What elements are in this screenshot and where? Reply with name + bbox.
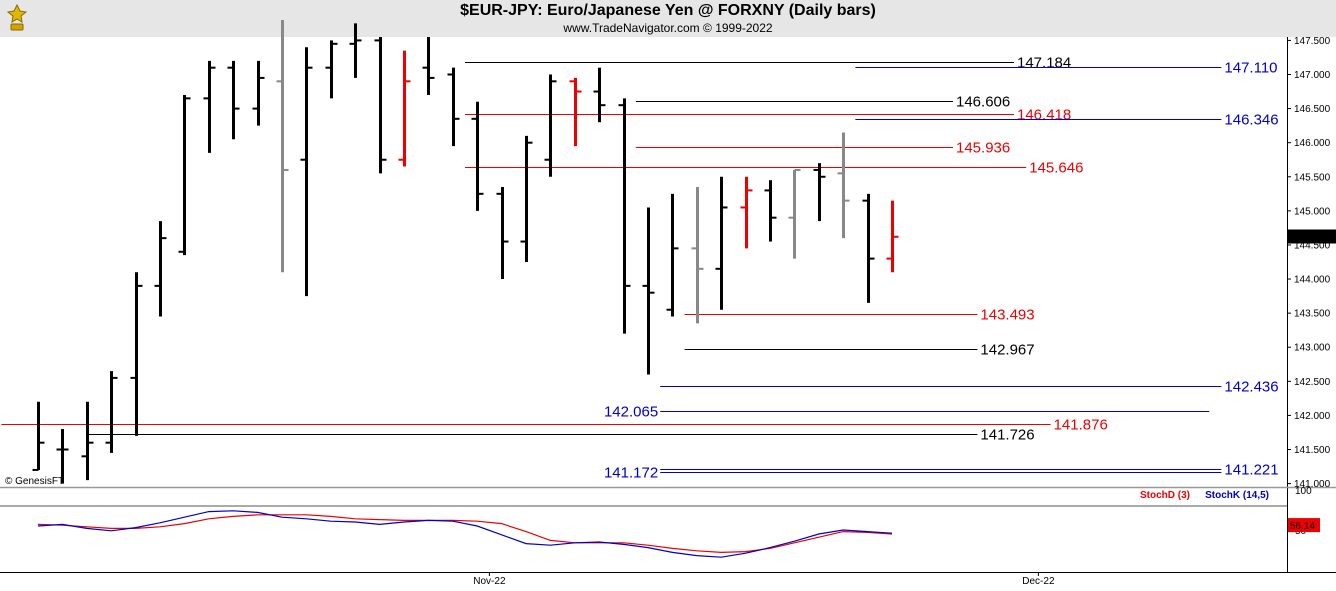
y-tick-label: 141.500: [1294, 445, 1331, 456]
level-label: 141.726: [980, 427, 1034, 444]
ohlc-bar: [813, 163, 826, 222]
ohlc-bar: [374, 37, 387, 174]
ohlc-bar: [56, 429, 69, 484]
ohlc-bar: [837, 132, 850, 239]
level-lines: 147.184 147.110 146.606 146.418 146.346 145.9…: [1, 55, 1279, 482]
ohlc-bar: [520, 135, 533, 262]
y-tick-label: 144.000: [1294, 275, 1331, 286]
ohlc-bar: [349, 23, 362, 78]
y-tick-label: 146.500: [1294, 104, 1331, 115]
level-label: 147.110: [1224, 60, 1277, 77]
gold-trophy-icon: [6, 3, 28, 31]
ohlc-bar: [178, 94, 191, 256]
level-label: 141.221: [1224, 462, 1278, 479]
y-tick-label: 144.500: [1294, 240, 1331, 251]
stoch-last-label: 56.14: [1290, 521, 1315, 532]
ohlc-bar: [715, 176, 728, 310]
level-label: 141.876: [1054, 417, 1108, 434]
ohlc-bar: [422, 37, 435, 95]
x-tick-label: Dec-22: [1022, 576, 1055, 587]
level-label: 142.065: [604, 404, 658, 421]
chart-frame: [0, 37, 1336, 591]
ohlc-bar: [788, 168, 801, 259]
ohlc-bar: [105, 371, 118, 453]
level-label: 147.184: [1017, 55, 1071, 72]
ohlc-bar: [642, 207, 655, 375]
chart-subtitle: www.TradeNavigator.com © 1999-2022: [563, 21, 773, 35]
ohlc-bar: [666, 193, 679, 317]
watermark: © GenesisFT: [5, 476, 64, 487]
ohlc-bar: [593, 67, 606, 123]
x-tick-label: Nov-22: [473, 576, 506, 587]
stochd-line: [37, 514, 893, 554]
price-axis-background: [1287, 37, 1336, 591]
price-bars: [32, 19, 899, 484]
price-axis: 141.000 141.500 142.000 142.500 143.000 143.5…: [1287, 36, 1336, 490]
level-label: 143.493: [980, 307, 1034, 324]
y-tick-label: 145.500: [1294, 172, 1331, 183]
ohlc-bar: [569, 77, 582, 147]
level-label: 146.418: [1017, 107, 1071, 124]
chart-title: $EUR-JPY: Euro/Japanese Yen @ FORXNY (Da…: [460, 2, 876, 19]
last-price-badge: [1288, 229, 1336, 244]
y-tick-label: 147.500: [1294, 36, 1331, 47]
y-tick-label: 143.000: [1294, 343, 1331, 354]
y-tick-label: 147.000: [1294, 70, 1331, 81]
y-tick-label: 141.000: [1294, 479, 1331, 490]
level-label: 145.936: [956, 140, 1010, 157]
ohlc-bar: [886, 200, 899, 273]
ohlc-bar: [618, 98, 631, 334]
ohlc-bar: [740, 176, 753, 249]
title-bar: $EUR-JPY: Euro/Japanese Yen @ FORXNY (Da…: [0, 0, 1336, 37]
level-label: 146.346: [1224, 112, 1278, 129]
ohlc-bar: [300, 47, 313, 297]
date-axis: Nov-22 Dec-22: [473, 572, 1055, 587]
ohlc-bar: [862, 193, 875, 303]
ohlc-bar: [252, 60, 265, 126]
level-label: 141.172: [604, 465, 658, 482]
ohlc-bar: [325, 40, 338, 99]
level-label: 145.646: [1029, 160, 1083, 177]
ohlc-bar: [471, 101, 484, 211]
ohlc-bar: [227, 60, 240, 140]
ohlc-bar: [130, 272, 143, 436]
ohlc-bar: [398, 50, 411, 167]
ohlc-bar: [81, 401, 94, 481]
y-tick-label: 146.000: [1294, 138, 1331, 149]
stoch-last-badge: [1288, 518, 1320, 533]
y-tick-label: 143.500: [1294, 309, 1331, 320]
ohlc-bar: [764, 180, 777, 242]
y-tick-label: 142.500: [1294, 377, 1331, 388]
y-tick-label: 142.000: [1294, 411, 1331, 422]
stochk-line: [37, 510, 893, 558]
ohlc-bar: [32, 401, 45, 471]
ohlc-bar: [276, 19, 289, 273]
ohlc-bar: [544, 74, 557, 177]
level-label: 146.606: [956, 94, 1010, 111]
ohlc-bar: [447, 67, 460, 147]
last-price-label: 144.624: [1290, 233, 1327, 244]
stoch-legend-entry: StochD (3): [1140, 490, 1190, 501]
ohlc-bar: [203, 60, 216, 153]
level-label: 142.967: [980, 342, 1034, 359]
y-tick-label: 145.000: [1294, 206, 1331, 217]
ohlc-bar: [691, 187, 704, 324]
stoch-tick-label: 100: [1295, 486, 1312, 497]
ohlc-bar: [154, 221, 167, 317]
stoch-legend-entry: StochK (14,5): [1205, 490, 1269, 501]
level-label: 142.436: [1224, 379, 1278, 396]
ohlc-bar: [496, 187, 509, 280]
